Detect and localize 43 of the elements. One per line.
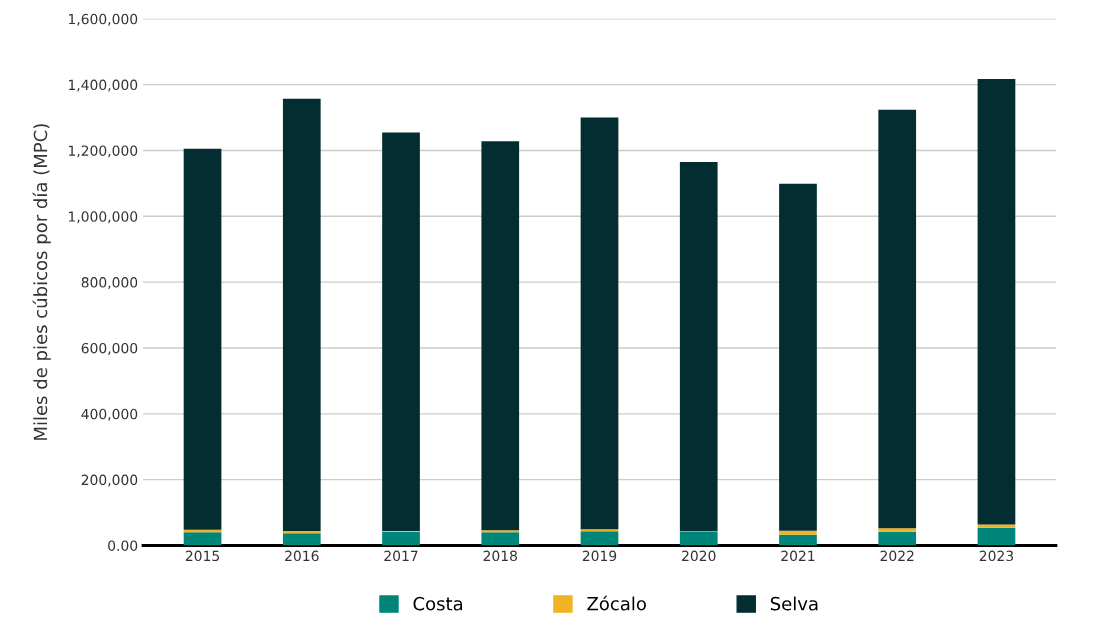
x-tick-label: 2017	[384, 550, 418, 562]
bar	[282, 533, 321, 546]
bar	[382, 132, 420, 532]
y-tick-label: 1,200,000	[68, 145, 138, 158]
bar	[382, 531, 420, 546]
legend-label: Zócalo	[587, 595, 646, 611]
x-tick-label: 2015	[185, 550, 219, 562]
y-tick-label: 600,000	[81, 342, 138, 355]
bar	[779, 183, 817, 531]
bar	[977, 524, 1016, 528]
bar	[977, 79, 1016, 525]
bar	[679, 162, 718, 532]
bar	[481, 141, 520, 531]
x-tick-label: 2022	[880, 550, 914, 562]
y-tick-label: 1,000,000	[68, 211, 138, 224]
bar	[183, 148, 222, 530]
bar	[580, 117, 619, 530]
bar	[679, 531, 718, 546]
bar	[282, 98, 321, 532]
y-axis-title: Miles de pies cúbicos por día (MPC)	[32, 124, 51, 440]
x-tick-label: 2023	[979, 550, 1014, 562]
bar	[977, 527, 1016, 546]
bar	[481, 532, 520, 546]
y-tick-label: 800,000	[81, 277, 138, 290]
x-tick-label: 2018	[483, 550, 517, 562]
y-tick-label: 0.00	[108, 540, 138, 551]
legend-label: Selva	[770, 596, 818, 611]
bar	[878, 109, 917, 529]
bar	[878, 531, 917, 546]
y-tick-label: 200,000	[81, 474, 138, 487]
bar	[779, 530, 817, 535]
y-tick-label: 1,400,000	[68, 79, 138, 92]
bar	[878, 528, 917, 532]
bar	[183, 532, 222, 546]
x-tick-label: 2021	[781, 550, 815, 562]
bar	[580, 531, 619, 546]
y-tick-label: 1,600,000	[68, 13, 138, 26]
x-tick-label: 2020	[682, 550, 716, 562]
bar	[779, 534, 817, 546]
legend-label: Costa	[413, 596, 463, 611]
x-tick-label: 2016	[285, 550, 319, 562]
y-tick-label: 400,000	[81, 408, 138, 421]
x-tick-label: 2019	[582, 550, 617, 562]
